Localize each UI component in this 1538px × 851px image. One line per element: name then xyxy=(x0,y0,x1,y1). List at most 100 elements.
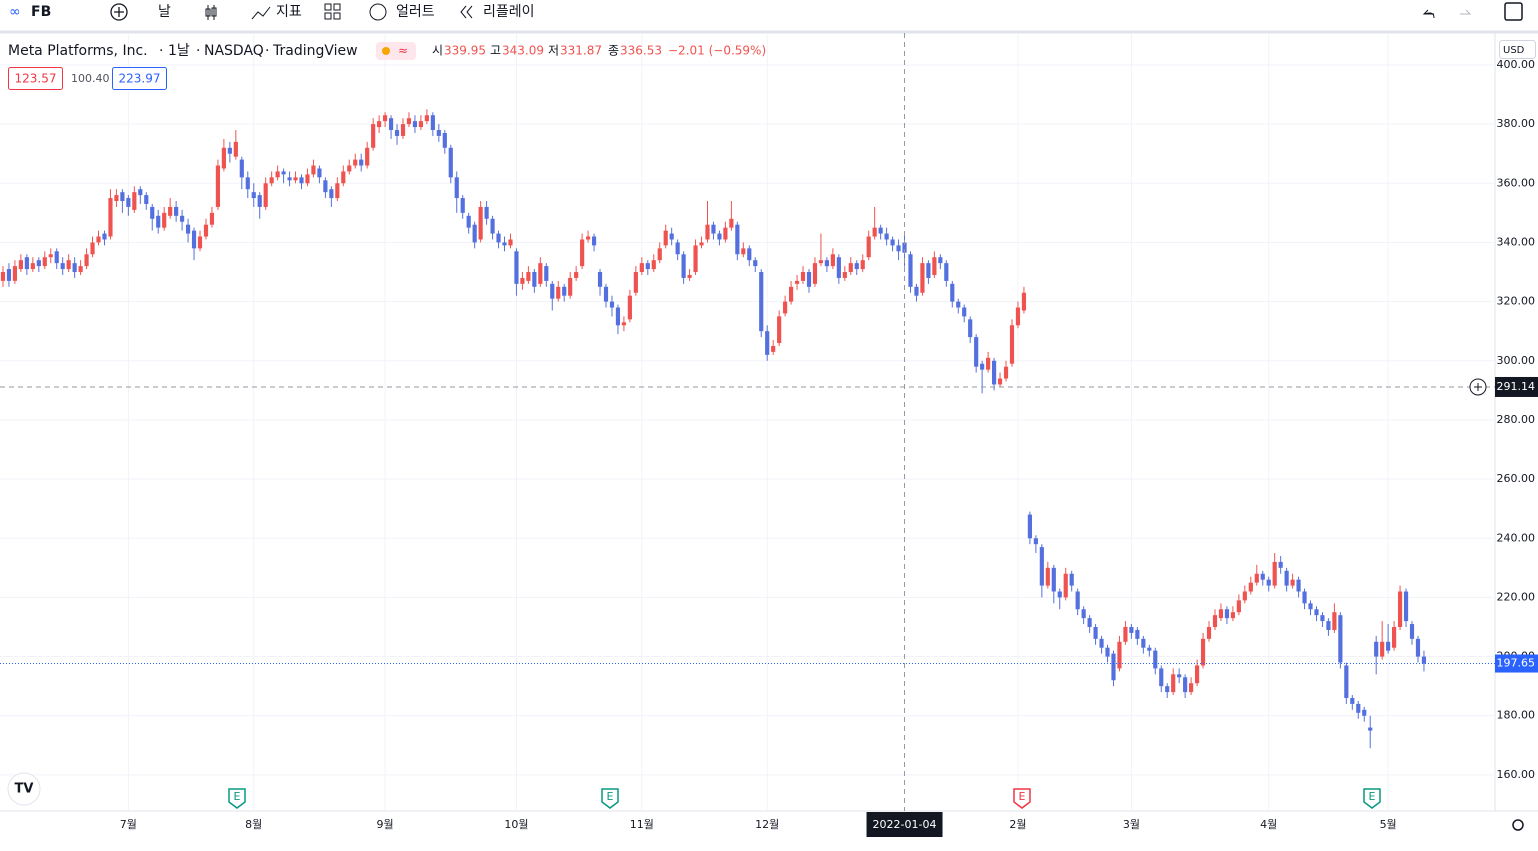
fullscreen-button[interactable] xyxy=(1504,2,1523,21)
candle-body xyxy=(1105,647,1110,657)
candle-body xyxy=(1111,653,1116,681)
candle-body xyxy=(114,195,119,202)
candle-body xyxy=(1033,538,1038,545)
candle-body xyxy=(42,257,47,267)
candle-body xyxy=(132,192,137,210)
settings-button[interactable] xyxy=(1512,819,1524,831)
earnings-marker xyxy=(1013,788,1031,809)
candle-body xyxy=(1183,677,1188,693)
candle-body xyxy=(687,274,692,278)
candle-body xyxy=(54,251,59,264)
candle-body xyxy=(1338,615,1343,663)
candle-body xyxy=(794,280,800,284)
candle-body xyxy=(156,215,161,228)
candle-body xyxy=(1063,573,1068,598)
candle-body xyxy=(174,206,179,216)
candle-body xyxy=(1153,650,1158,669)
candle-body xyxy=(502,242,507,246)
candle-body xyxy=(1242,591,1247,601)
currency: USD xyxy=(1503,45,1525,56)
low-value: 331.87 xyxy=(560,44,602,58)
candle-body xyxy=(1392,627,1397,648)
candle-body xyxy=(1189,683,1194,693)
candle-body xyxy=(1284,570,1289,586)
candle-body xyxy=(508,239,513,246)
candle-body xyxy=(48,254,53,258)
candle-body xyxy=(878,227,883,234)
meta-logo: ∞ xyxy=(9,4,21,20)
redo-button[interactable] xyxy=(1460,9,1472,15)
candle-body xyxy=(1117,641,1122,669)
candle-body xyxy=(1075,591,1080,610)
grid xyxy=(0,33,1495,811)
candle-body xyxy=(997,378,1003,385)
candle-body xyxy=(1344,665,1349,698)
candle-body xyxy=(1314,609,1319,616)
candle-body xyxy=(1415,638,1421,657)
candle-body xyxy=(478,206,483,240)
candle-body xyxy=(72,263,77,273)
candle-body xyxy=(6,269,12,281)
candle-body xyxy=(711,224,716,234)
alerts-button[interactable]: 얼러트 xyxy=(396,4,435,20)
candle-body xyxy=(1003,366,1009,379)
candle-body xyxy=(968,319,973,338)
indicators-button[interactable]: 지표 xyxy=(276,4,302,20)
time-tick-label: 7월 xyxy=(120,818,137,831)
candle-body xyxy=(1081,609,1086,619)
candle-body xyxy=(783,301,788,314)
interval-button[interactable]: 날 xyxy=(158,4,171,20)
candle-body xyxy=(84,254,89,267)
layout-icon[interactable] xyxy=(324,3,341,20)
candle-body xyxy=(305,174,310,184)
candle-body xyxy=(1409,624,1415,639)
candle-body xyxy=(991,360,997,385)
candle-body xyxy=(520,277,525,284)
separator: · xyxy=(265,43,269,59)
candle-body xyxy=(1057,591,1062,598)
candle-body xyxy=(681,254,686,278)
candle-body xyxy=(1272,561,1277,586)
candle-body xyxy=(317,168,322,178)
candle-body xyxy=(896,245,901,252)
candle-body xyxy=(1206,627,1212,639)
candle-body xyxy=(771,345,776,352)
candle-body xyxy=(717,233,722,240)
candle-body xyxy=(359,159,364,166)
candle-body xyxy=(293,177,298,181)
add-symbol[interactable] xyxy=(110,3,128,21)
time-tick-label: 4월 xyxy=(1260,818,1277,831)
market-status[interactable] xyxy=(376,42,416,60)
candle-body xyxy=(1069,573,1074,586)
candle-body xyxy=(1380,641,1385,657)
currency-button[interactable] xyxy=(1499,40,1536,59)
earnings-label: E xyxy=(1369,790,1376,803)
candle-body xyxy=(1171,674,1176,693)
time-tick-label: 11월 xyxy=(630,818,654,831)
candle-body xyxy=(460,198,465,213)
undo-button[interactable] xyxy=(1422,9,1435,19)
candle-body xyxy=(633,272,638,293)
candle-body xyxy=(472,224,477,243)
candle-body xyxy=(759,272,764,332)
candle-body xyxy=(299,177,304,184)
symbol[interactable]: FB xyxy=(31,4,51,20)
candle-body xyxy=(568,277,573,296)
candle-body xyxy=(956,301,961,308)
candle-body xyxy=(986,357,991,370)
replay-button[interactable]: 리플레이 xyxy=(483,4,535,20)
crosshair-date-label: 2022-01-04 xyxy=(873,818,937,831)
earnings-marker xyxy=(1363,788,1381,809)
chart-type-icon[interactable] xyxy=(205,5,217,20)
candle-body xyxy=(1200,638,1206,666)
candle-body xyxy=(263,183,268,207)
tv-logo[interactable] xyxy=(7,772,41,806)
candle-body xyxy=(412,121,418,128)
candle-body xyxy=(335,183,340,199)
candle-body xyxy=(526,272,531,281)
candle-body xyxy=(1015,307,1021,326)
time-tick-label: 5월 xyxy=(1380,818,1397,831)
earnings-marker xyxy=(228,788,246,809)
candle-body xyxy=(484,206,489,219)
